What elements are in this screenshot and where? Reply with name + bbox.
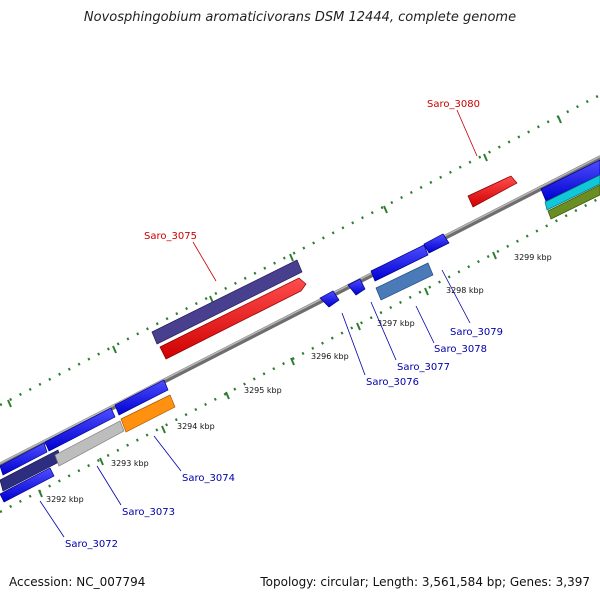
gene-feature-saro-3075-upper[interactable] — [151, 259, 303, 345]
gene-feature-saro-3075[interactable] — [159, 277, 307, 360]
outer-major-tick — [289, 253, 294, 262]
outer-major-tick — [112, 345, 117, 354]
leader-line-saro-3078 — [415, 305, 435, 344]
gene-feature-saro-3080[interactable] — [467, 175, 518, 208]
gene-label-saro-3077[interactable]: Saro_3077 — [397, 362, 450, 373]
outer-major-tick — [383, 205, 388, 214]
leader-line-saro-3079 — [441, 269, 471, 324]
inner-ruler-dots — [0, 196, 600, 514]
gene-labels: Saro_3072 Saro_3073 Saro_3074 Saro_3075 … — [65, 99, 503, 550]
gene-feature-saro-3073[interactable] — [54, 420, 125, 467]
outer-major-tick — [557, 115, 562, 124]
inner-ruler — [0, 196, 600, 514]
outer-major-tick — [483, 153, 488, 162]
tick-label: 3293 kbp — [111, 459, 149, 468]
gene-label-saro-3079[interactable]: Saro_3079 — [450, 327, 503, 338]
label-leader-lines — [39, 109, 478, 538]
inner-major-tick — [225, 391, 230, 400]
leader-line-saro-3080 — [456, 109, 478, 157]
gene-feature[interactable] — [423, 233, 450, 254]
gene-feature[interactable] — [544, 174, 600, 211]
gene-feature-saro-3078[interactable] — [375, 262, 434, 301]
gene-feature[interactable] — [114, 379, 169, 416]
gene-label-saro-3075[interactable]: Saro_3075 — [144, 231, 197, 242]
accession-text: Accession: NC_007794 — [9, 575, 146, 589]
gene-label-saro-3074[interactable]: Saro_3074 — [182, 473, 235, 484]
inner-major-tick — [290, 357, 295, 366]
forward-strand-genes — [0, 159, 600, 476]
gene-feature[interactable] — [370, 244, 429, 282]
gene-feature[interactable] — [44, 407, 116, 452]
inner-major-tick — [99, 457, 104, 466]
outer-ruler — [0, 93, 600, 408]
gene-feature-saro-3076[interactable] — [319, 290, 340, 308]
gene-label-saro-3080[interactable]: Saro_3080 — [427, 99, 480, 110]
genome-backbone-highlight — [0, 155, 600, 465]
inner-major-tick — [356, 322, 361, 331]
outer-ruler-dots — [0, 93, 600, 407]
tick-label: 3292 kbp — [46, 495, 84, 504]
inner-major-tick — [492, 251, 497, 260]
leader-line-saro-3072 — [39, 500, 65, 538]
gene-feature[interactable] — [547, 184, 600, 220]
leader-line-saro-3076 — [341, 312, 366, 376]
outer-major-tick — [7, 399, 12, 408]
gene-label-saro-3073[interactable]: Saro_3073 — [122, 507, 175, 518]
tick-label: 3297 kbp — [377, 319, 415, 328]
gene-feature-saro-3077[interactable] — [347, 278, 366, 296]
tick-label: 3299 kbp — [514, 253, 552, 262]
leader-line-saro-3073 — [96, 465, 122, 506]
tick-label: 3296 kbp — [311, 352, 349, 361]
genome-title: Novosphingobium aromaticivorans DSM 1244… — [83, 10, 517, 25]
tick-labels: 3292 kbp 3293 kbp 3294 kbp 3295 kbp 3296… — [46, 253, 552, 504]
inner-major-tick — [161, 425, 166, 434]
gene-feature[interactable] — [0, 442, 48, 476]
gene-feature-saro-3074[interactable] — [120, 394, 176, 433]
gene-label-saro-3076[interactable]: Saro_3076 — [366, 377, 419, 388]
reverse-strand-genes — [0, 262, 434, 503]
inner-major-tick — [38, 489, 43, 498]
leader-line-saro-3074 — [153, 435, 182, 472]
gene-label-saro-3072[interactable]: Saro_3072 — [65, 539, 118, 550]
tick-label: 3295 kbp — [244, 386, 282, 395]
leader-line-saro-3077 — [370, 301, 397, 361]
tick-label: 3298 kbp — [446, 286, 484, 295]
leader-line-saro-3075 — [192, 241, 217, 282]
genome-summary-text: Topology: circular; Length: 3,561,584 bp… — [260, 575, 590, 589]
inner-major-tick — [424, 287, 429, 296]
gene-label-saro-3078[interactable]: Saro_3078 — [434, 344, 487, 355]
tick-label: 3294 kbp — [177, 422, 215, 431]
gene-feature[interactable] — [540, 159, 600, 202]
gene-feature-saro-3072[interactable] — [0, 467, 55, 503]
